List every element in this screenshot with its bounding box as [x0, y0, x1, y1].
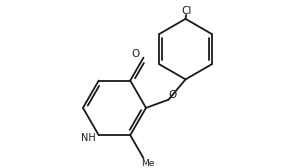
- Text: Me: Me: [141, 159, 154, 168]
- Text: O: O: [131, 50, 139, 59]
- Text: Cl: Cl: [182, 6, 192, 16]
- Text: NH: NH: [81, 133, 96, 143]
- Text: O: O: [169, 90, 177, 100]
